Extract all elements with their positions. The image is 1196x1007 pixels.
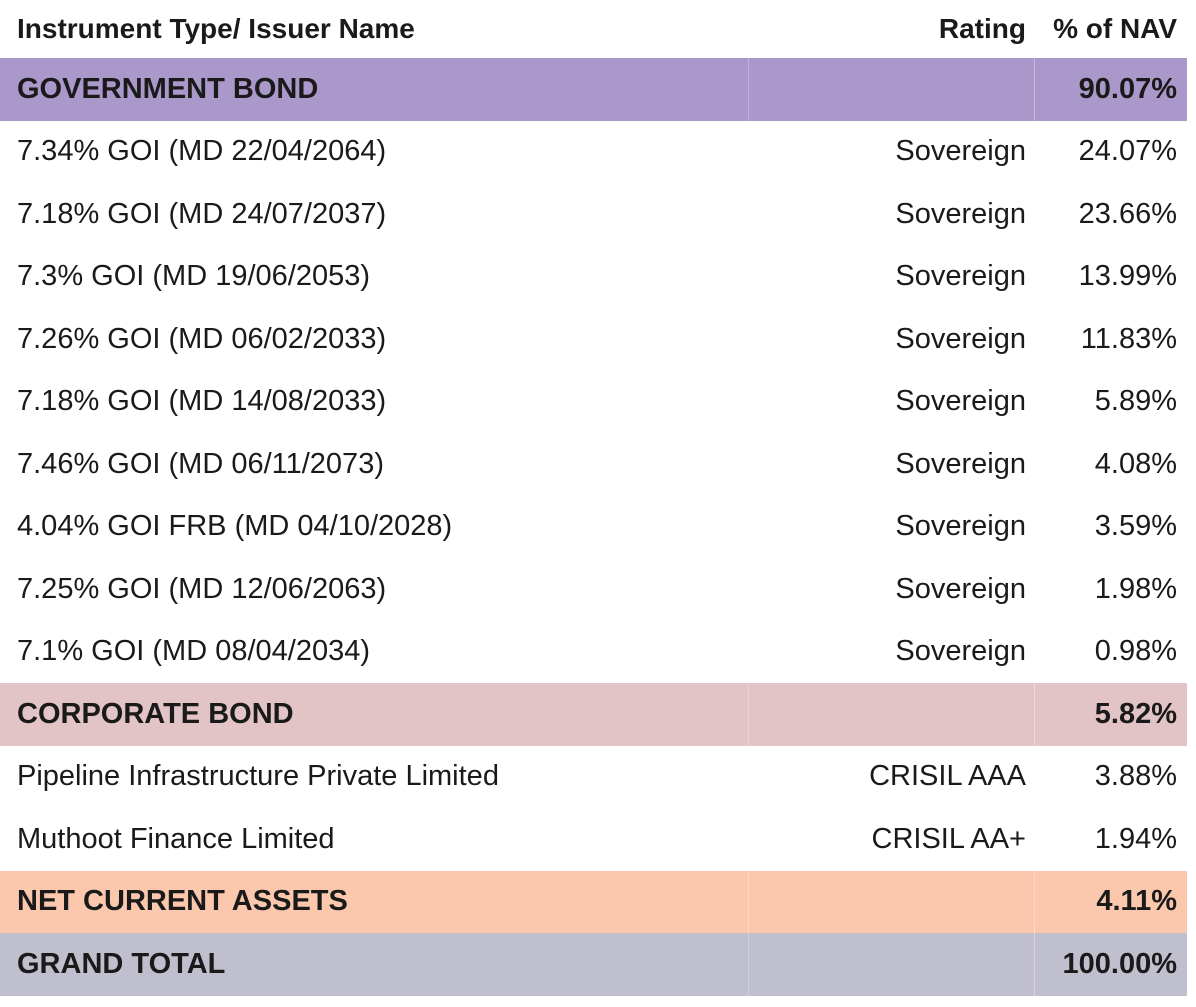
column-header-nav: % of NAV bbox=[1053, 13, 1177, 44]
table-row: Muthoot Finance Limited CRISIL AA+ 1.94% bbox=[0, 808, 1196, 871]
rating: Sovereign bbox=[895, 447, 1026, 480]
category-row-grand-total: GRAND TOTAL 100.00% bbox=[0, 933, 1196, 996]
table-row: Pipeline Infrastructure Private Limited … bbox=[0, 746, 1196, 809]
row-edge bbox=[1187, 933, 1196, 996]
category-total: 4.11% bbox=[1034, 870, 1187, 933]
rating: CRISIL AAA bbox=[869, 760, 1026, 793]
rating: Sovereign bbox=[895, 260, 1026, 293]
table-row: 7.26% GOI (MD 06/02/2033) Sovereign 11.8… bbox=[0, 308, 1196, 371]
rating: Sovereign bbox=[895, 197, 1026, 230]
issuer-name: 7.26% GOI (MD 06/02/2033) bbox=[17, 322, 387, 355]
rating: CRISIL AA+ bbox=[871, 822, 1026, 855]
table-row: 7.1% GOI (MD 08/04/2034) Sovereign 0.98% bbox=[0, 621, 1196, 684]
category-title: GRAND TOTAL bbox=[0, 933, 748, 996]
issuer-name: Pipeline Infrastructure Private Limited bbox=[17, 760, 499, 793]
nav-percent: 24.07% bbox=[1078, 135, 1177, 168]
nav-percent: 3.88% bbox=[1094, 760, 1177, 793]
table-row: 7.3% GOI (MD 19/06/2053) Sovereign 13.99… bbox=[0, 246, 1196, 309]
category-total: 100.00% bbox=[1034, 933, 1187, 996]
issuer-name: 7.34% GOI (MD 22/04/2064) bbox=[17, 135, 387, 168]
category-row-government-bond: GOVERNMENT BOND 90.07% bbox=[0, 58, 1196, 121]
issuer-name: 7.25% GOI (MD 12/06/2063) bbox=[17, 572, 387, 605]
table-row: 4.04% GOI FRB (MD 04/10/2028) Sovereign … bbox=[0, 496, 1196, 559]
category-total: 90.07% bbox=[1034, 58, 1187, 121]
table-row: 7.18% GOI (MD 14/08/2033) Sovereign 5.89… bbox=[0, 371, 1196, 434]
nav-percent: 11.83% bbox=[1080, 322, 1177, 355]
issuer-name: 7.3% GOI (MD 19/06/2053) bbox=[17, 260, 370, 293]
nav-percent: 0.98% bbox=[1094, 635, 1177, 668]
nav-percent: 1.98% bbox=[1094, 572, 1177, 605]
nav-percent: 23.66% bbox=[1078, 197, 1177, 230]
issuer-name: 7.46% GOI (MD 06/11/2073) bbox=[17, 447, 384, 480]
nav-percent: 4.08% bbox=[1094, 447, 1177, 480]
category-title: CORPORATE BOND bbox=[0, 683, 748, 746]
issuer-name: 7.18% GOI (MD 14/08/2033) bbox=[17, 385, 387, 418]
category-rating-blank bbox=[748, 933, 1034, 996]
issuer-name: 4.04% GOI FRB (MD 04/10/2028) bbox=[17, 510, 453, 543]
nav-percent: 13.99% bbox=[1078, 260, 1177, 293]
nav-percent: 5.89% bbox=[1094, 385, 1177, 418]
rating: Sovereign bbox=[895, 322, 1026, 355]
column-header-name: Instrument Type/ Issuer Name bbox=[17, 13, 415, 44]
row-edge bbox=[1187, 683, 1196, 746]
rating: Sovereign bbox=[895, 510, 1026, 543]
rating: Sovereign bbox=[895, 385, 1026, 418]
nav-percent: 3.59% bbox=[1094, 510, 1177, 543]
category-rating-blank bbox=[748, 58, 1034, 121]
table-row: 7.25% GOI (MD 12/06/2063) Sovereign 1.98… bbox=[0, 558, 1196, 621]
column-header-rating: Rating bbox=[938, 13, 1026, 44]
category-rating-blank bbox=[748, 683, 1034, 746]
rating: Sovereign bbox=[895, 572, 1026, 605]
row-edge bbox=[1187, 58, 1196, 121]
category-row-corporate-bond: CORPORATE BOND 5.82% bbox=[0, 683, 1196, 746]
table-header: Instrument Type/ Issuer Name Rating % of… bbox=[0, 0, 1196, 58]
nav-percent: 1.94% bbox=[1094, 822, 1177, 855]
table-row: 7.34% GOI (MD 22/04/2064) Sovereign 24.0… bbox=[0, 121, 1196, 184]
table-row: 7.46% GOI (MD 06/11/2073) Sovereign 4.08… bbox=[0, 433, 1196, 496]
table-row: 7.18% GOI (MD 24/07/2037) Sovereign 23.6… bbox=[0, 183, 1196, 246]
row-edge bbox=[1187, 870, 1196, 933]
issuer-name: 7.18% GOI (MD 24/07/2037) bbox=[17, 197, 387, 230]
issuer-name: 7.1% GOI (MD 08/04/2034) bbox=[17, 635, 370, 668]
rating: Sovereign bbox=[895, 635, 1026, 668]
category-total: 5.82% bbox=[1034, 683, 1187, 746]
category-row-net-current-assets: NET CURRENT ASSETS 4.11% bbox=[0, 870, 1196, 933]
issuer-name: Muthoot Finance Limited bbox=[17, 822, 335, 855]
rating: Sovereign bbox=[895, 135, 1026, 168]
category-rating-blank bbox=[748, 870, 1034, 933]
category-title: NET CURRENT ASSETS bbox=[0, 870, 748, 933]
category-title: GOVERNMENT BOND bbox=[0, 58, 748, 121]
